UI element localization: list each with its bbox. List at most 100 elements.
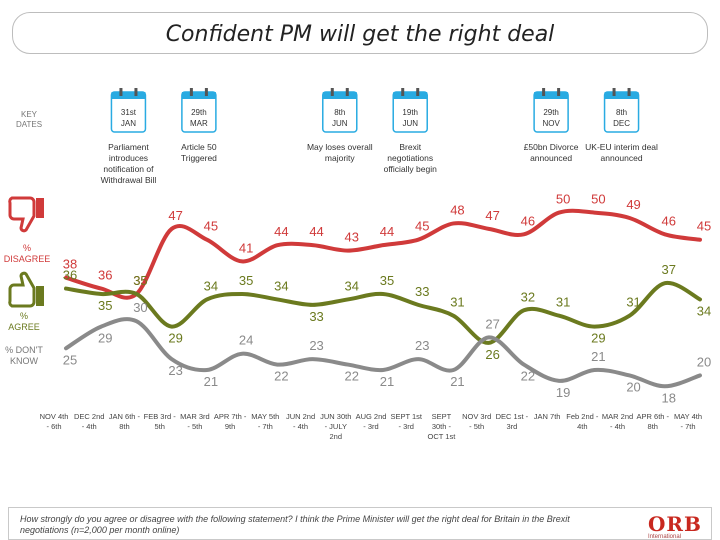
data-label-disagree: 46 <box>662 213 676 228</box>
orb-logo: ORB International <box>648 512 706 540</box>
data-label-agree: 34 <box>697 303 711 318</box>
x-tick-label: JUN 30th <box>320 412 351 421</box>
data-label-agree: 32 <box>521 289 535 304</box>
x-tick-label: - JULY <box>325 422 347 431</box>
data-label-dont_know: 30 <box>133 300 147 315</box>
event-description: negotiations <box>387 153 433 163</box>
data-label-dont_know: 19 <box>556 385 570 400</box>
footnote: How strongly do you agree or disagree wi… <box>20 514 570 535</box>
agree-label: % AGREE <box>8 311 40 332</box>
thumbs-down-icon <box>8 196 44 233</box>
data-label-disagree: 38 <box>63 257 77 272</box>
data-label-disagree: 45 <box>697 219 711 234</box>
series-line-disagree <box>64 208 702 300</box>
x-tick-label: 2nd <box>330 432 343 441</box>
data-label-agree: 29 <box>591 331 605 346</box>
data-label-disagree: 45 <box>204 219 218 234</box>
event-description: Article 50 <box>181 142 217 152</box>
event-date: 31st <box>121 108 137 117</box>
data-label-dont_know: 21 <box>380 374 394 389</box>
x-tick-label: APR 7th - <box>214 412 247 421</box>
x-tick-label: APR 6th - <box>637 412 670 421</box>
data-label-disagree: 43 <box>345 230 359 245</box>
thumbs-up-icon <box>8 271 44 308</box>
event-date-month: JUN <box>332 119 348 128</box>
event-description: Parliament <box>108 142 149 152</box>
data-label-disagree: 47 <box>168 208 182 223</box>
data-label-dont_know: 22 <box>345 369 359 384</box>
title-frame <box>12 12 708 54</box>
disagree-label: % DISAGREE <box>3 243 51 264</box>
x-tick-label: SEPT <box>432 412 452 421</box>
x-tick-label: JUN 2nd <box>286 412 315 421</box>
x-tick-label: JAN 7th <box>534 412 561 421</box>
data-label-dont_know: 23 <box>309 338 323 353</box>
data-label-dont_know: 21 <box>204 374 218 389</box>
x-tick-label: 5th <box>154 422 164 431</box>
series-layer <box>64 208 702 389</box>
data-label-disagree: 48 <box>450 202 464 217</box>
event-marker: 31st JAN Parliamentintroducesnotification … <box>101 88 157 185</box>
events-layer: 31st JAN Parliamentintroducesnotification … <box>101 88 658 185</box>
x-tick-label: NOV 4th <box>40 412 69 421</box>
event-date-month: DEC <box>613 119 630 128</box>
data-label-disagree: 44 <box>380 224 394 239</box>
x-tick-label: 9th <box>225 422 235 431</box>
x-tick-label: 3rd <box>506 422 517 431</box>
event-date-month: NOV <box>542 119 560 128</box>
x-tick-label: Feb 2nd - <box>566 412 599 421</box>
x-tick-label: MAY 5th <box>251 412 279 421</box>
data-label-disagree: 41 <box>239 240 253 255</box>
data-label-disagree: 47 <box>485 208 499 223</box>
x-tick-label: JAN 6th - <box>109 412 141 421</box>
event-description: introduces <box>109 153 148 163</box>
data-label-agree: 33 <box>415 284 429 299</box>
event-description: majority <box>325 153 356 163</box>
x-tick-label: 8th <box>119 422 129 431</box>
event-description: Withdrawal Bill <box>101 175 157 185</box>
logo-text: ORB <box>648 512 702 536</box>
data-label-agree: 34 <box>204 278 218 293</box>
data-label-dont_know: 18 <box>662 390 676 405</box>
x-tick-label: - 3rd <box>399 422 414 431</box>
data-label-agree: 33 <box>309 309 323 324</box>
chart-title: Confident PM will get the right deal <box>165 22 555 47</box>
data-label-agree: 35 <box>133 273 147 288</box>
x-tick-label: NOV 3rd <box>462 412 491 421</box>
data-label-agree: 36 <box>63 268 77 283</box>
event-date-month: JAN <box>121 119 136 128</box>
x-tick-label: MAR 3rd <box>180 412 210 421</box>
data-label-disagree: 35 <box>133 273 147 288</box>
x-tick-label: 4th <box>577 422 587 431</box>
event-date-month: JUN <box>402 119 418 128</box>
data-label-dont_know: 27 <box>485 316 499 331</box>
data-label-disagree: 45 <box>415 219 429 234</box>
data-label-dont_know: 23 <box>168 363 182 378</box>
x-tick-label: - 3rd <box>363 422 378 431</box>
event-description: £50bn Divorce <box>524 142 579 152</box>
x-tick-label: - 4th <box>293 422 308 431</box>
data-label-agree: 34 <box>274 278 288 293</box>
event-date: 29th <box>191 108 207 117</box>
data-label-disagree: 50 <box>591 192 605 207</box>
x-tick-label: DEC 2nd <box>74 412 104 421</box>
data-label-dont_know: 24 <box>239 333 253 348</box>
data-label-disagree: 46 <box>521 213 535 228</box>
x-tick-label: - 6th <box>46 422 61 431</box>
data-label-agree: 31 <box>450 295 464 310</box>
x-tick-label: AUG 2nd <box>356 412 387 421</box>
data-label-disagree: 36 <box>98 268 112 283</box>
data-label-agree: 31 <box>626 295 640 310</box>
data-label-dont_know: 23 <box>415 338 429 353</box>
x-tick-label: MAR 2nd <box>602 412 633 421</box>
event-date: 8th <box>616 108 627 117</box>
event-description: Brexit <box>399 142 421 152</box>
event-description: notification of <box>103 164 154 174</box>
data-label-disagree: 44 <box>309 224 323 239</box>
event-date: 29th <box>543 108 559 117</box>
